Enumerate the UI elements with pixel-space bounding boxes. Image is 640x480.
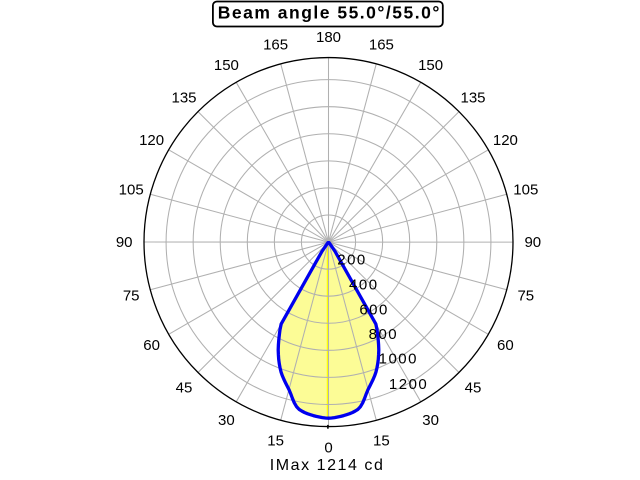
svg-text:180: 180 bbox=[316, 29, 341, 46]
svg-text:1200: 1200 bbox=[389, 376, 428, 393]
svg-text:75: 75 bbox=[123, 287, 140, 304]
svg-text:45: 45 bbox=[465, 379, 482, 396]
svg-text:45: 45 bbox=[176, 379, 193, 396]
svg-text:135: 135 bbox=[460, 89, 485, 106]
svg-text:150: 150 bbox=[214, 57, 239, 74]
svg-text:60: 60 bbox=[143, 337, 160, 354]
svg-text:105: 105 bbox=[513, 181, 538, 198]
svg-text:800: 800 bbox=[369, 326, 399, 343]
svg-text:90: 90 bbox=[524, 234, 541, 251]
svg-text:30: 30 bbox=[218, 412, 235, 429]
svg-text:600: 600 bbox=[359, 302, 389, 319]
svg-text:IMax 1214 cd: IMax 1214 cd bbox=[270, 457, 385, 474]
svg-text:60: 60 bbox=[497, 337, 514, 354]
svg-text:75: 75 bbox=[517, 287, 534, 304]
svg-text:120: 120 bbox=[139, 132, 164, 149]
svg-text:15: 15 bbox=[373, 432, 390, 449]
svg-text:400: 400 bbox=[349, 276, 379, 293]
svg-text:90: 90 bbox=[116, 234, 133, 251]
svg-text:0: 0 bbox=[324, 439, 332, 456]
svg-text:105: 105 bbox=[119, 181, 144, 198]
svg-text:1000: 1000 bbox=[379, 351, 418, 368]
svg-text:30: 30 bbox=[422, 412, 439, 429]
svg-text:165: 165 bbox=[263, 36, 288, 53]
svg-text:Beam angle 55.0°/55.0°: Beam angle 55.0°/55.0° bbox=[218, 3, 441, 23]
svg-text:165: 165 bbox=[369, 36, 394, 53]
svg-text:150: 150 bbox=[418, 57, 443, 74]
svg-text:120: 120 bbox=[493, 132, 518, 149]
svg-text:200: 200 bbox=[337, 252, 367, 269]
svg-text:15: 15 bbox=[267, 432, 284, 449]
svg-text:135: 135 bbox=[171, 89, 196, 106]
